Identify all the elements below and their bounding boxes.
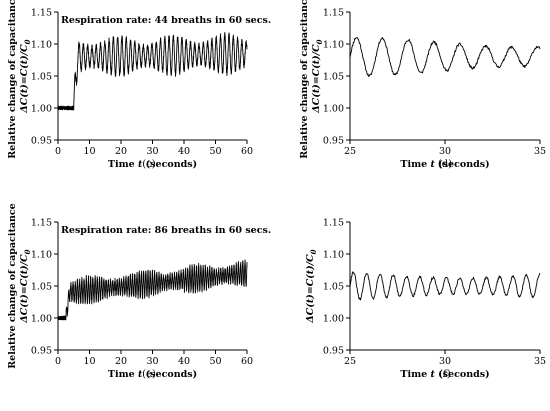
y-tick-label: 1.10	[323, 40, 344, 51]
x-tick-label: 60	[241, 356, 253, 367]
y-axis-label-line1: Relative change of capacitance	[7, 203, 18, 368]
y-tick-label: 1.00	[31, 314, 52, 325]
series-line	[349, 271, 541, 301]
y-axis-label-line2: ΔC(t)=C(t)/C0	[19, 39, 32, 113]
y-tick-label: 1.00	[323, 104, 344, 115]
panel-caption: (f)	[439, 369, 451, 380]
y-tick-label: 1.05	[323, 72, 344, 83]
y-tick-label: 1.10	[31, 40, 52, 51]
x-tick-label: 0	[55, 146, 61, 157]
x-tick-label: 20	[115, 146, 127, 157]
y-tick-label: 1.15	[323, 218, 344, 229]
x-tick-label: 35	[534, 146, 546, 157]
y-axis-label-line2: ΔC(t)=C(t)/C0	[305, 249, 318, 323]
y-tick-label: 1.10	[31, 250, 52, 261]
x-tick-label: 25	[344, 146, 356, 157]
chart-panel-c: 0.95 1.00 1.05 1.10 1.15 0 10 20 30 40 50 60 Time t …	[7, 203, 271, 380]
y-axis-label-line2: ΔC(t)=C(t)/C0	[311, 39, 324, 113]
y-tick-label: 1.05	[31, 282, 52, 293]
y-tick-label: 1.05	[31, 72, 52, 83]
y-tick-label: 1.15	[31, 8, 52, 19]
y-tick-label: 0.95	[31, 346, 52, 357]
y-tick-label: 1.00	[323, 314, 344, 325]
y-tick-label: 0.95	[31, 136, 52, 147]
y-axis-label-line1: Relative change of capacitance	[7, 0, 18, 159]
x-tick-label: 30	[146, 146, 158, 157]
chart-panel-b: 0.95 1.00 1.05 1.10 1.15 25 30 35 Time t (second…	[299, 0, 546, 170]
x-tick-label: 25	[344, 356, 356, 367]
x-tick-label: 40	[178, 146, 190, 157]
y-axis-label: Relative change of capacitance ΔC(t)=C(t)…	[299, 0, 324, 159]
x-axis-label: Time t (seconds)	[108, 159, 197, 170]
x-tick-label: 20	[115, 356, 127, 367]
x-tick-label: 30	[439, 356, 451, 367]
x-tick-label: 10	[83, 146, 95, 157]
series-line	[57, 259, 248, 321]
y-axis-label: Relative change of capacitance ΔC(t)=C(t)…	[7, 203, 32, 368]
x-axis-label: Time t (seconds)	[108, 369, 197, 380]
x-tick-label: 60	[241, 146, 253, 157]
x-tick-label: 50	[209, 146, 221, 157]
y-tick-label: 1.15	[31, 218, 52, 229]
x-tick-label: 0	[55, 356, 61, 367]
panel-caption: (d)	[438, 159, 452, 170]
y-axis-label: ΔC(t)=C(t)/C0	[305, 249, 318, 323]
chart-panel-a: 0.95 1.00 1.05 1.10 1.15 0 10 20 30 40 50 60 Time t …	[7, 0, 271, 170]
y-tick-label: 1.05	[323, 282, 344, 293]
y-axis-label-line2: ΔC(t)=C(t)/C0	[19, 249, 32, 323]
panel-caption: (e)	[142, 369, 156, 380]
x-tick-label: 30	[146, 356, 158, 367]
panel-caption: (c)	[142, 159, 156, 170]
x-axis-label: Time t (seconds)	[400, 159, 489, 170]
respiration-rate-annotation: Respiration rate: 86 breaths in 60 secs.	[61, 225, 271, 236]
respiration-rate-annotation: Respiration rate: 44 breaths in 60 secs.	[61, 15, 271, 26]
x-tick-label: 50	[209, 356, 221, 367]
x-tick-label: 10	[83, 356, 95, 367]
y-tick-label: 1.15	[323, 8, 344, 19]
y-axis-label-line1: Relative change of capacitance	[299, 0, 310, 159]
y-tick-label: 1.10	[323, 250, 344, 261]
y-tick-label: 0.95	[323, 136, 344, 147]
x-axis-label: Time t (seconds)	[400, 369, 489, 380]
y-axis-label: Relative change of capacitance ΔC(t)=C(t)…	[7, 0, 32, 159]
y-tick-label: 1.00	[31, 104, 52, 115]
series-line	[57, 32, 248, 111]
x-tick-label: 30	[439, 146, 451, 157]
series-line	[349, 37, 541, 77]
chart-panel-d: 0.95 1.00 1.05 1.10 1.15 25 30 35 Time t (second…	[305, 218, 546, 381]
x-tick-label: 35	[534, 356, 546, 367]
x-tick-label: 40	[178, 356, 190, 367]
y-tick-label: 0.95	[323, 346, 344, 357]
